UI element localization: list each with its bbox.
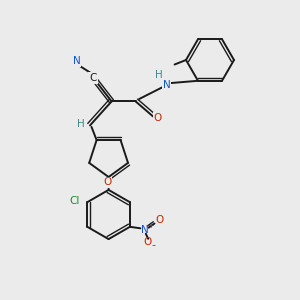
Text: H: H — [76, 119, 84, 129]
Text: C: C — [89, 73, 97, 83]
Text: -: - — [151, 240, 155, 250]
Text: N: N — [141, 225, 149, 235]
Text: Cl: Cl — [70, 196, 80, 206]
Text: O: O — [103, 177, 111, 188]
Text: H: H — [154, 70, 162, 80]
Text: O: O — [153, 113, 162, 123]
Text: N: N — [73, 56, 80, 67]
Text: O: O — [144, 237, 152, 248]
Text: O: O — [155, 215, 163, 225]
Text: +: + — [147, 221, 153, 230]
Text: N: N — [163, 80, 170, 90]
